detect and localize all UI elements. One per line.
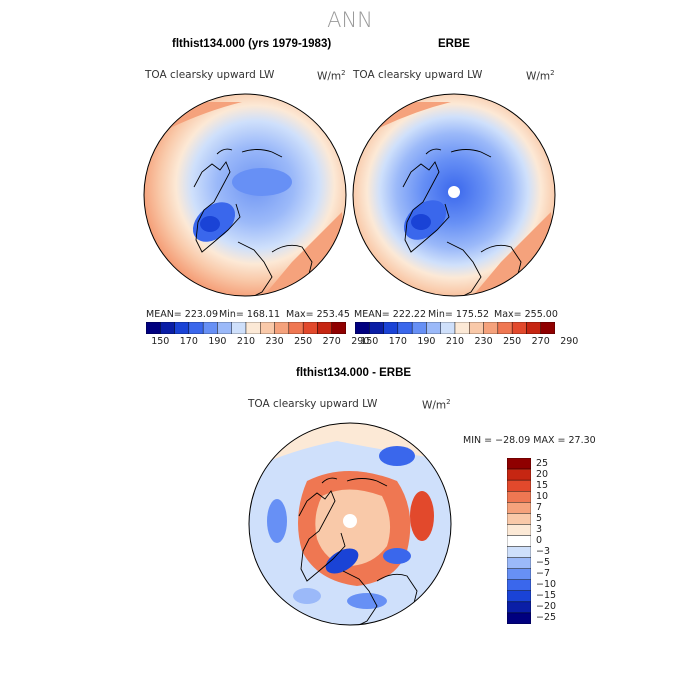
panel3-colorbar-swatch xyxy=(507,590,531,603)
panel3-var-label: TOA clearsky upward LW xyxy=(248,398,378,410)
panel3-units: W/m2 xyxy=(422,398,451,412)
panel2-colorbar-swatch xyxy=(440,322,456,334)
panel3-colorbar-tick-label: −15 xyxy=(536,590,557,602)
panel2-colorbar-swatch xyxy=(369,322,384,334)
panel2-colorbar-swatch xyxy=(383,322,399,334)
panel3-colorbar-swatch xyxy=(507,491,531,503)
panel2-colorbar-tick-label: 270 xyxy=(531,336,550,347)
panel1-polar-map xyxy=(143,93,347,297)
panel3-minmax: MIN = −28.09 MAX = 27.30 xyxy=(463,435,596,446)
panel2-colorbar-swatch xyxy=(511,322,527,334)
panel2-polar-map xyxy=(352,93,556,297)
panel3-colorbar-tick-label: −7 xyxy=(536,568,551,580)
panel1-mean: MEAN= 223.09 xyxy=(146,309,219,320)
panel2-max: Max= 255.00 xyxy=(494,309,558,320)
panel1-colorbar-tick-label: 230 xyxy=(265,336,284,347)
panel3-colorbar-tick-label: 25 xyxy=(536,457,549,469)
panel2-colorbar-swatch xyxy=(540,322,555,334)
panel2-min: Min= 175.52 xyxy=(428,309,490,320)
panel2-colorbar-tick-label: 230 xyxy=(474,336,493,347)
panel1-colorbar-tick-label: 170 xyxy=(179,336,198,347)
panel1-var-label: TOA clearsky upward LW xyxy=(145,69,275,81)
panel3-colorbar-swatch xyxy=(507,535,531,547)
panel3-colorbar-tick-label: 5 xyxy=(536,512,543,524)
panel2-units: W/m2 xyxy=(526,69,555,83)
panel1-colorbar-swatch xyxy=(188,322,204,334)
panel2-colorbar-swatch xyxy=(411,322,427,334)
panel3-colorbar-swatch xyxy=(507,458,531,470)
panel3-colorbar-tick-label: 20 xyxy=(536,468,549,480)
panel1-colorbar-swatch xyxy=(174,322,190,334)
panel1-colorbar-swatch xyxy=(202,322,218,334)
panel1-colorbar-swatch xyxy=(217,322,232,334)
panel2-title: ERBE xyxy=(438,38,470,50)
panel1-colorbar-swatch xyxy=(274,322,290,334)
panel1-colorbar-swatch xyxy=(288,322,304,334)
panel3-colorbar-swatch xyxy=(507,601,531,614)
panel1-colorbar-tick-label: 190 xyxy=(208,336,227,347)
panel3-colorbar-swatch xyxy=(507,468,531,481)
panel3-colorbar-tick-label: 7 xyxy=(536,501,543,513)
panel1-colorbar-tick-label: 270 xyxy=(322,336,341,347)
panel1-colorbar-swatch xyxy=(146,322,161,334)
panel2-colorbar-tick-label: 190 xyxy=(417,336,436,347)
panel3-difference-map xyxy=(248,422,452,626)
figure-title: ANN xyxy=(327,8,373,32)
panel1-colorbar-swatch xyxy=(302,322,318,334)
panel2-colorbar-swatch xyxy=(469,322,484,334)
panel3-colorbar-tick-label: 10 xyxy=(536,490,549,502)
panel2-colorbar-swatch xyxy=(526,322,541,334)
panel3-colorbar-swatch xyxy=(507,546,531,558)
panel3-colorbar-tick-label: −5 xyxy=(536,557,551,569)
panel1-title: flthist134.000 (yrs 1979-1983) xyxy=(172,38,332,50)
panel1-colorbar-tick-label: 150 xyxy=(151,336,170,347)
panel3-colorbar-tick-label: −25 xyxy=(536,612,557,624)
panel3-colorbar-tick-label: 3 xyxy=(536,523,543,535)
panel2-var-label: TOA clearsky upward LW xyxy=(353,69,483,81)
panel3-colorbar xyxy=(507,458,531,624)
panel1-colorbar-swatch xyxy=(231,322,247,334)
panel3-colorbar-tick-label: −3 xyxy=(536,546,551,558)
panel3-colorbar-swatch xyxy=(507,524,531,536)
panel1-colorbar-swatch xyxy=(331,322,346,334)
panel1-colorbar-tick-label: 290 xyxy=(351,336,370,347)
panel3-colorbar-tick-label: −10 xyxy=(536,579,557,591)
panel1-colorbar-swatch xyxy=(160,322,175,334)
panel1-colorbar-swatch xyxy=(317,322,332,334)
panel1-colorbar-tick-label: 210 xyxy=(236,336,256,347)
panel1-colorbar-swatch xyxy=(245,322,261,334)
panel3-colorbar-swatch xyxy=(507,568,531,580)
panel3-title: flthist134.000 - ERBE xyxy=(296,367,412,379)
panel2-colorbar-tick-label: 290 xyxy=(560,336,579,347)
panel3-colorbar-tick-label: 0 xyxy=(536,535,543,546)
panel2-colorbar-tick-label: 170 xyxy=(388,336,407,347)
panel3-colorbar-swatch xyxy=(507,502,531,514)
panel3-colorbar-tick-label: −20 xyxy=(536,601,557,613)
panel1-colorbar-tick-label: 250 xyxy=(294,336,313,347)
panel3-colorbar-swatch xyxy=(507,513,531,525)
panel2-colorbar-swatch xyxy=(497,322,513,334)
panel3-colorbar-swatch xyxy=(507,557,531,569)
panel2-colorbar-swatch xyxy=(355,322,370,334)
panel2-colorbar xyxy=(355,322,555,334)
panel2-colorbar-swatch xyxy=(454,322,470,334)
panel2-colorbar-swatch xyxy=(397,322,413,334)
panel3-colorbar-tick-label: 15 xyxy=(536,479,549,491)
panel1-units: W/m2 xyxy=(317,69,346,83)
panel2-colorbar-tick-label: 150 xyxy=(360,336,379,347)
panel3-colorbar-swatch xyxy=(507,479,531,492)
panel2-mean: MEAN= 222.22 xyxy=(354,309,427,320)
panel2-colorbar-tick-label: 250 xyxy=(503,336,522,347)
panel1-min: Min= 168.11 xyxy=(219,309,281,320)
panel3-colorbar-swatch xyxy=(507,579,531,591)
panel3-colorbar-swatch xyxy=(507,612,531,624)
panel2-colorbar-swatch xyxy=(426,322,441,334)
panel2-colorbar-tick-label: 210 xyxy=(445,336,465,347)
panel1-colorbar-swatch xyxy=(260,322,275,334)
panel1-colorbar xyxy=(146,322,346,334)
panel1-max: Max= 253.45 xyxy=(286,309,350,320)
panel2-colorbar-swatch xyxy=(483,322,499,334)
